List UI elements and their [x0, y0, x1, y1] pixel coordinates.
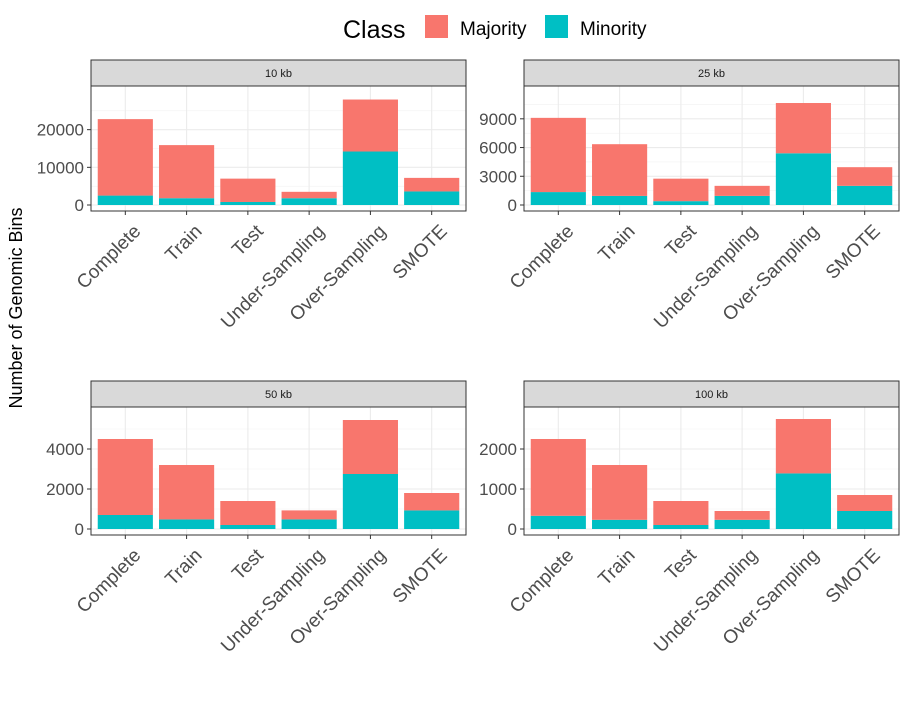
bar-segment-majority	[159, 465, 215, 520]
facet-strip	[523, 380, 900, 408]
bar-segment-minority	[281, 198, 337, 205]
y-tick-label: 10000	[37, 158, 84, 177]
legend-title: Class	[343, 16, 406, 44]
bar-segment-majority	[159, 145, 215, 199]
bar-segment-minority	[220, 201, 276, 205]
panel-border	[90, 85, 467, 212]
bar-segment-majority	[97, 119, 153, 196]
legend-label-majority: Majority	[460, 19, 527, 40]
bar-segment-majority	[837, 495, 893, 511]
facet-strip-label: 100 kb	[695, 389, 728, 401]
bar-segment-minority	[404, 510, 460, 529]
y-tick-label: 1000	[479, 480, 517, 499]
bar-segment-minority	[159, 198, 215, 205]
legend: Class Majority Minority	[343, 15, 647, 44]
panel-background	[524, 407, 899, 535]
bar-segment-majority	[97, 439, 153, 515]
bar-segment-majority	[775, 419, 831, 474]
bar-segment-majority	[220, 178, 276, 202]
panel-border	[523, 406, 900, 536]
bar-segment-minority	[653, 525, 709, 529]
bar-segment-minority	[342, 474, 398, 529]
bar-segment-minority	[775, 473, 831, 529]
y-tick-label: 20000	[37, 121, 84, 140]
bar-segment-minority	[714, 519, 770, 529]
y-tick-label: 9000	[479, 110, 517, 129]
facet-strip	[90, 380, 467, 408]
bar-segment-majority	[404, 177, 460, 192]
panel-background	[524, 86, 899, 211]
legend-label-minority: Minority	[580, 19, 647, 40]
bar-segment-minority	[404, 191, 460, 205]
bar-segment-minority	[775, 153, 831, 205]
bar-segment-minority	[97, 195, 153, 205]
bar-segment-minority	[530, 515, 586, 529]
facet-strip-label: 10 kb	[265, 68, 292, 80]
panel-background	[91, 407, 466, 535]
y-tick-label: 0	[508, 196, 517, 215]
bar-segment-minority	[592, 195, 648, 205]
bar-segment-minority	[159, 519, 215, 529]
bar-segment-minority	[530, 192, 586, 205]
y-tick-label: 0	[75, 520, 84, 539]
y-tick-label: 3000	[479, 167, 517, 186]
facet-strip	[90, 59, 467, 87]
bar-segment-minority	[342, 151, 398, 205]
bar-segment-majority	[530, 439, 586, 516]
y-tick-label: 6000	[479, 139, 517, 158]
y-tick-label: 0	[508, 520, 517, 539]
bar-segment-majority	[281, 191, 337, 199]
y-axis-title: Number of Genomic Bins	[6, 207, 26, 408]
y-tick-label: 0	[75, 196, 84, 215]
bar-segment-majority	[837, 167, 893, 186]
bar-segment-majority	[775, 103, 831, 154]
bar-segment-majority	[342, 420, 398, 474]
bar-segment-majority	[714, 511, 770, 520]
bar-segment-minority	[220, 525, 276, 529]
y-tick-label: 2000	[479, 440, 517, 459]
bar-segment-majority	[342, 99, 398, 152]
bar-segment-minority	[837, 185, 893, 205]
bar-segment-majority	[530, 117, 586, 193]
bar-segment-majority	[592, 144, 648, 196]
bar-segment-minority	[837, 511, 893, 529]
legend-swatch-majority	[425, 15, 448, 38]
bar-segment-minority	[653, 201, 709, 205]
bar-segment-majority	[281, 510, 337, 520]
bar-segment-minority	[97, 515, 153, 529]
panel-border	[523, 85, 900, 212]
bar-segment-majority	[404, 493, 460, 511]
facet-strip-label: 25 kb	[698, 68, 725, 80]
bar-segment-majority	[592, 465, 648, 520]
bar-segment-majority	[714, 185, 770, 196]
y-tick-label: 2000	[46, 480, 84, 499]
facet-strip	[523, 59, 900, 87]
bar-segment-majority	[220, 501, 276, 525]
bar-segment-majority	[653, 178, 709, 202]
facet-strip-label: 50 kb	[265, 389, 292, 401]
bar-segment-minority	[714, 195, 770, 205]
legend-swatch-minority	[545, 15, 568, 38]
bar-segment-majority	[653, 501, 709, 525]
panel-border	[90, 406, 467, 536]
y-tick-label: 4000	[46, 440, 84, 459]
bar-segment-minority	[281, 519, 337, 529]
bar-segment-minority	[592, 519, 648, 529]
